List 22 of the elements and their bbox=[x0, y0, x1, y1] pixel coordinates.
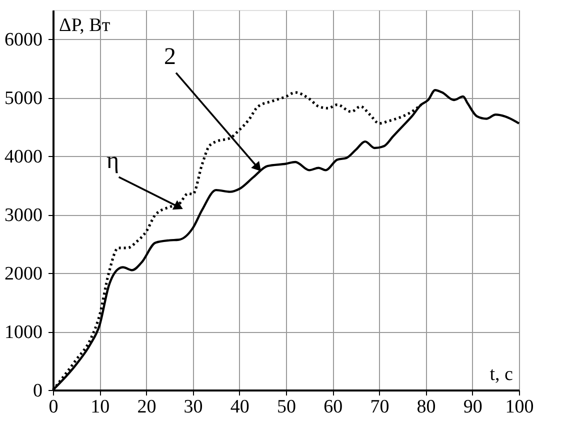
x-tick-label: 10 bbox=[90, 396, 110, 418]
annotation: η bbox=[106, 148, 120, 174]
y-tick-label: 1000 bbox=[4, 322, 42, 344]
y-tick-label: 0 bbox=[33, 380, 42, 402]
x-tick-label: 50 bbox=[277, 396, 296, 418]
x-tick-label: 20 bbox=[137, 396, 156, 418]
x-tick-label: 100 bbox=[505, 396, 534, 418]
y-tick-label: 6000 bbox=[4, 30, 42, 51]
x-tick-label: 70 bbox=[370, 396, 390, 418]
x-tick-label: 0 bbox=[48, 396, 58, 418]
y-tick-label: 3000 bbox=[4, 205, 42, 226]
y-tick-label: 4000 bbox=[4, 146, 42, 168]
y-axis-title: ΔP, Вт bbox=[59, 15, 111, 36]
annotation: 2 bbox=[164, 44, 176, 70]
x-tick-label: 60 bbox=[324, 396, 343, 418]
x-tick-label: 30 bbox=[184, 396, 203, 418]
y-tick-label: 5000 bbox=[4, 88, 42, 110]
y-tick-label: 2000 bbox=[4, 264, 42, 285]
x-tick-label: 80 bbox=[416, 396, 436, 418]
x-tick-label: 40 bbox=[230, 396, 250, 418]
x-axis-title: t, с bbox=[490, 364, 513, 385]
x-tick-label: 90 bbox=[463, 396, 482, 418]
